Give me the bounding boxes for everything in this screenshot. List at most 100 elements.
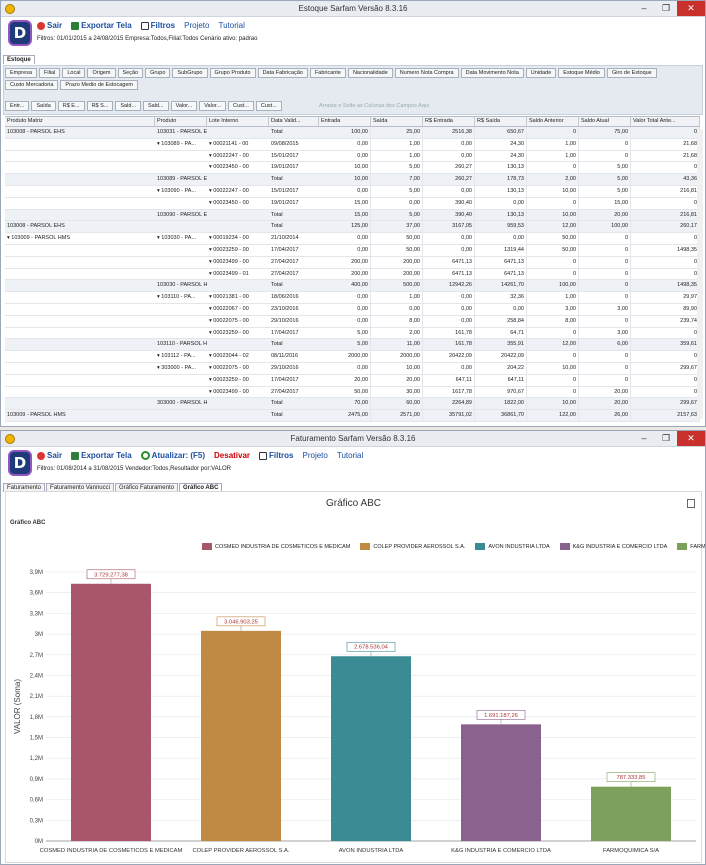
- table-row[interactable]: ▾ 00023450 - 00 19/01/2017 10,00 5,00 260,27…: [5, 162, 700, 175]
- exportar-button[interactable]: Exportar Tela: [71, 21, 132, 30]
- column-header[interactable]: Valor Total Ante...: [631, 117, 700, 126]
- close-button[interactable]: ✕: [677, 1, 705, 16]
- field-pill[interactable]: Origem: [87, 68, 116, 78]
- table-row[interactable]: ▾ 103090 - PA... ▾ 00022247 - 00 15/01/201…: [5, 185, 700, 198]
- field-pill[interactable]: Custo Mercadoria: [5, 80, 59, 90]
- measure-pill[interactable]: Sald...: [115, 101, 141, 111]
- table-row[interactable]: 103030 - PARSOL HMS - 25,000 Total 400,005…: [5, 280, 700, 293]
- field-pill[interactable]: Seção: [117, 68, 144, 78]
- table-row[interactable]: ▾ 00022247 - 00 15/01/2017 0,00 1,00 0,00 24,…: [5, 150, 700, 163]
- table-row[interactable]: ▾ 00023450 - 00 19/01/2017 15,00 0,00 390,40…: [5, 197, 700, 210]
- field-pill[interactable]: Grupo: [145, 68, 171, 78]
- column-header[interactable]: Entrada: [319, 117, 371, 126]
- field-pill[interactable]: Unidade: [525, 68, 557, 78]
- tab-3[interactable]: Gráfico ABC: [178, 483, 223, 492]
- restore-button[interactable]: ❐: [661, 433, 671, 443]
- measure-pill[interactable]: Entr...: [5, 101, 30, 111]
- field-pill[interactable]: Empresa: [5, 68, 38, 78]
- measure-pill[interactable]: Cust...: [255, 101, 282, 111]
- table-cell: 23/10/2016: [271, 305, 299, 312]
- field-pill[interactable]: Local: [62, 68, 86, 78]
- field-pill[interactable]: Grupo Produto: [209, 68, 256, 78]
- table-row[interactable]: ▾ 00023259 - 00 17/04/2017 0,00 50,00 0,00 13…: [5, 244, 700, 257]
- sair-button[interactable]: Sair: [37, 451, 62, 460]
- tab-1[interactable]: Faturamento Vannucci: [46, 483, 114, 492]
- filtros-button[interactable]: Filtros: [140, 21, 175, 30]
- column-header[interactable]: Produto Matriz: [5, 117, 155, 126]
- measure-pill[interactable]: Valor...: [170, 101, 198, 111]
- table-row[interactable]: ▾ 303000 - PA... ▾ 00022075 - 00 29/10/201…: [5, 362, 700, 375]
- field-pill[interactable]: Prazo Medio de Estocagem: [60, 80, 138, 90]
- column-header[interactable]: Saldo Anterior: [527, 117, 579, 126]
- minimize-button[interactable]: –: [641, 3, 647, 13]
- tutorial-menu[interactable]: Tutorial: [336, 451, 364, 460]
- projeto-menu[interactable]: Projeto: [302, 451, 328, 460]
- filtros-button[interactable]: Filtros: [259, 451, 294, 460]
- measure-pill[interactable]: Cust...: [228, 101, 254, 111]
- table-row[interactable]: 103110 - PARSOL HMS - 1,000 Total 5,0011,0…: [5, 339, 700, 352]
- field-pill[interactable]: Nacionalidade: [347, 68, 393, 78]
- bar: [591, 786, 671, 841]
- table-row[interactable]: ▾ 00023499 - 00 27/04/2017 200,00 200,00 647…: [5, 256, 700, 269]
- projeto-menu[interactable]: Projeto: [184, 21, 210, 30]
- desativar-button[interactable]: Desativar: [214, 451, 251, 460]
- table-row[interactable]: 103008 - PARSOL EHS Total 125,00 37,00 3167,…: [5, 221, 700, 234]
- table-row[interactable]: ▾ 103110 - PA... ▾ 00021381 - 00 18/06/201…: [5, 292, 700, 304]
- tab-0[interactable]: Faturamento: [3, 483, 46, 492]
- atualizar-button[interactable]: Atualizar: (F5): [140, 451, 205, 460]
- tab-2[interactable]: Gráfico Faturamento: [114, 483, 178, 492]
- table-row[interactable]: ▾ 103089 - PA... ▾ 00021141 - 00 09/08/201…: [5, 138, 700, 151]
- restore-button[interactable]: ❐: [661, 3, 671, 13]
- column-header[interactable]: Saldo Atual: [579, 117, 631, 126]
- close-button[interactable]: ✕: [677, 431, 705, 446]
- table-row[interactable]: ▾ 103009 - PARSOL HMS ▾ 103030 - PA... ▾ 0…: [5, 233, 700, 245]
- table-row[interactable]: ▾ 00023259 - 00 17/04/2017 20,00 20,00 647,1…: [5, 374, 700, 387]
- table-row[interactable]: ▾ 00023499 - 01 27/04/2017 200,00 200,00 647…: [5, 268, 700, 281]
- measure-pill[interactable]: Sald...: [142, 101, 169, 111]
- table-cell: 100,00: [579, 221, 631, 233]
- table-row[interactable]: 303000 - PARSOL HMS - 5,000 Total 70,0060,…: [5, 398, 700, 411]
- sair-button[interactable]: Sair: [37, 21, 62, 30]
- column-header[interactable]: R$ Entrada: [423, 117, 475, 126]
- table-cell: 50,00: [527, 244, 579, 256]
- exit-icon: [37, 21, 45, 30]
- table-row[interactable]: ▾ 00022067 - 00 23/10/2016 0,00 0,00 0,00 0,0…: [5, 303, 700, 316]
- table-cell: 200,00: [319, 256, 371, 268]
- column-header[interactable]: Lote Interno: [207, 117, 269, 126]
- field-pill[interactable]: Data Fabricação: [257, 68, 308, 78]
- column-header[interactable]: Produto: [155, 117, 207, 126]
- table-row[interactable]: ▾ 00023499 - 00 27/04/2017 50,00 30,00 1617,…: [5, 386, 700, 399]
- table-cell: 216,81: [631, 185, 700, 197]
- table-cell: 130,13: [475, 162, 527, 174]
- table-row[interactable]: 103008 - PARSOL EHS 103031 - PARSOL EHS -…: [5, 127, 700, 139]
- scrollbar[interactable]: [697, 129, 703, 419]
- table-row[interactable]: 103009 - PARSOL HMS Total 2475,00 2571,00 35…: [5, 410, 700, 422]
- table-row[interactable]: 103089 - PARSOL EHS - 1,000 Total 10,007,0…: [5, 174, 700, 186]
- table-cell: 10,00: [527, 185, 579, 197]
- column-header[interactable]: R$ Saída: [475, 117, 527, 126]
- measure-pill[interactable]: Saída: [31, 101, 56, 111]
- field-pill[interactable]: Giro de Estoque: [607, 68, 657, 78]
- export-icon[interactable]: [687, 499, 695, 508]
- tutorial-menu[interactable]: Tutorial: [218, 21, 245, 30]
- field-pill[interactable]: Data Movimento Nota: [460, 68, 524, 78]
- table-row[interactable]: ▾ 00022075 - 00 29/10/2016 0,00 8,00 0,00 258…: [5, 315, 700, 328]
- field-pill[interactable]: Fabricante: [309, 68, 346, 78]
- measure-pill[interactable]: R$ S...: [86, 101, 114, 111]
- column-header[interactable]: Saída: [371, 117, 423, 126]
- tab-estoque[interactable]: Estoque: [3, 55, 35, 64]
- table-cell: [5, 328, 155, 339]
- table-row[interactable]: ▾ 103112 - PA... ▾ 00023044 - 02 08/11/201…: [5, 351, 700, 363]
- table-cell: 15,00: [579, 197, 631, 209]
- table-row[interactable]: 103090 - PARSOL EHS - 5,000 Total 15,005,0…: [5, 209, 700, 222]
- field-pill[interactable]: SubGrupo: [172, 68, 208, 78]
- measure-pill[interactable]: Valor...: [199, 101, 226, 111]
- column-header[interactable]: Data Valid...: [269, 117, 319, 126]
- exportar-button[interactable]: Exportar Tela: [71, 451, 132, 460]
- field-pill[interactable]: Estoque Médio: [558, 68, 605, 78]
- table-row[interactable]: ▾ 00023259 - 00 17/04/2017 5,00 2,00 161,78 6…: [5, 327, 700, 340]
- measure-pill[interactable]: R$ E...: [57, 101, 85, 111]
- minimize-button[interactable]: –: [641, 433, 647, 443]
- field-pill[interactable]: Numero Nota Compra: [394, 68, 459, 78]
- field-pill[interactable]: Filial: [39, 68, 61, 78]
